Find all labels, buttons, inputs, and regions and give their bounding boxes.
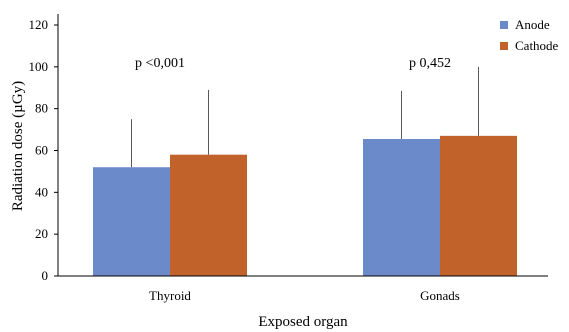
legend-label-cathode: Cathode (515, 38, 559, 53)
bar-cathode-gonads (440, 135, 517, 276)
bars (93, 135, 517, 276)
y-tick-label: 120 (29, 17, 49, 32)
legend-swatch-cathode (500, 42, 508, 50)
annotations: p <0,001 p 0,452 (135, 56, 451, 71)
x-axis-ticks: Thyroid Gonads (149, 288, 460, 303)
bar-anode-thyroid (93, 167, 170, 276)
bar-cathode-thyroid (170, 154, 247, 276)
y-tick-label: 80 (35, 101, 48, 116)
y-tick-label: 60 (35, 143, 48, 158)
legend-swatch-anode (500, 21, 508, 29)
y-tick-label: 40 (35, 184, 48, 199)
x-tick-label: Thyroid (149, 288, 191, 303)
y-tick-label: 0 (42, 268, 49, 283)
bar-anode-gonads (363, 138, 440, 276)
p-value-annotation: p 0,452 (409, 56, 451, 71)
x-tick-label: Gonads (420, 288, 460, 303)
p-value-annotation: p <0,001 (135, 56, 185, 71)
legend-label-anode: Anode (515, 17, 550, 32)
y-axis-ticks: 0 20 40 60 80 100 120 (29, 17, 58, 283)
error-bars (131, 66, 479, 168)
y-tick-label: 20 (35, 226, 48, 241)
legend: Anode Cathode (500, 17, 559, 53)
y-tick-label: 100 (29, 59, 49, 74)
x-axis-title: Exposed organ (258, 314, 348, 330)
y-axis-title: Radiation dose (µGy) (10, 81, 26, 211)
